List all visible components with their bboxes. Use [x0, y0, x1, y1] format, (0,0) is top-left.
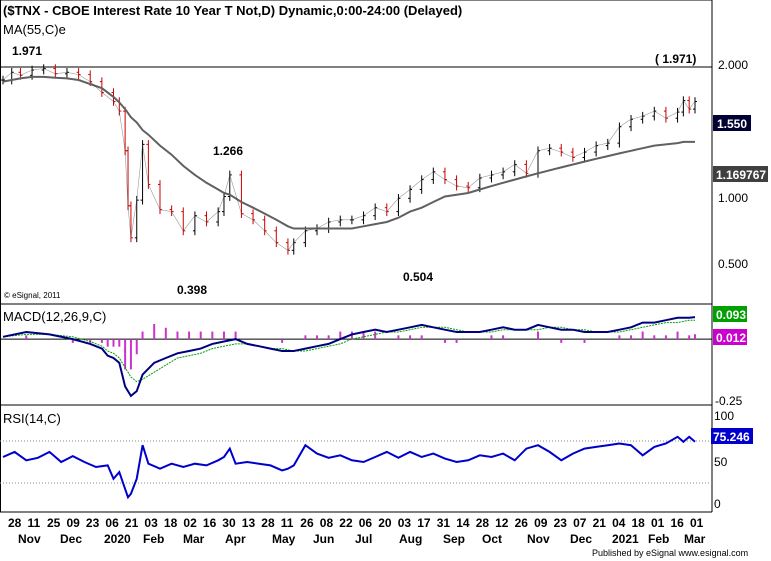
signal-value: 0.012 [716, 331, 746, 345]
copyright: © eSignal, 2011 [4, 291, 61, 300]
x-tick-day: 25 [47, 516, 61, 530]
x-tick-month: Jul [355, 532, 372, 546]
ma-line [2, 75, 695, 230]
macd-tick: -0.25 [715, 394, 743, 408]
x-tick-day: 30 [222, 516, 236, 530]
x-tick-day: 03 [144, 516, 158, 530]
x-axis: 28 11 25 09 23 06 21 03 18 02 16 30 13 28 11 26 08 22 06 20… [8, 516, 706, 546]
annotation-peak: 1.266 [213, 144, 243, 158]
rsi-label: RSI(14,C) [3, 411, 61, 426]
x-tick-month: Nov [527, 532, 550, 546]
x-tick-day: 08 [320, 516, 334, 530]
x-tick-day: 06 [359, 516, 373, 530]
x-tick-month: May [272, 532, 296, 546]
rsi-tick-0: 0 [714, 497, 721, 511]
x-tick-day: 23 [554, 516, 568, 530]
x-tick-day: 07 [573, 516, 587, 530]
x-tick-month: Nov [18, 532, 41, 546]
x-tick-day: 16 [203, 516, 217, 530]
macd-value-box [713, 306, 747, 322]
x-tick-day: 17 [417, 516, 431, 530]
x-tick-day: 09 [534, 516, 548, 530]
x-tick-month: 2020 [104, 532, 131, 546]
ma-label: MA(55,C)e [3, 22, 66, 37]
macd-signal-line [2, 319, 695, 383]
x-tick-month: Apr [225, 532, 246, 546]
x-tick-day: 22 [339, 516, 353, 530]
price-close-line [2, 68, 696, 251]
x-tick-day: 18 [164, 516, 178, 530]
x-tick-day: 26 [300, 516, 314, 530]
x-tick-day: 12 [495, 516, 509, 530]
annotation-high-left: 1.971 [12, 44, 42, 58]
x-tick-day: 04 [612, 516, 626, 530]
rsi-tick-50: 50 [714, 455, 728, 469]
rsi-line [2, 435, 696, 500]
rsi-series [2, 435, 696, 500]
x-tick-month: Oct [482, 532, 502, 546]
x-tick-day: 06 [105, 516, 119, 530]
price-tick-05: 0.500 [718, 257, 748, 271]
price-series [1, 64, 697, 255]
x-tick-day: 13 [242, 516, 256, 530]
x-tick-day: 16 [671, 516, 685, 530]
x-tick-day: 23 [86, 516, 100, 530]
x-tick-month: Sep [443, 532, 465, 546]
price-tick-1: 1.000 [718, 191, 748, 205]
x-tick-month: Feb [648, 532, 669, 546]
x-tick-day: 02 [183, 516, 197, 530]
chart-title: ($TNX - CBOE Interest Rate 10 Year T Not… [3, 3, 462, 18]
x-tick-day: 20 [378, 516, 392, 530]
x-tick-month: Dec [570, 532, 592, 546]
x-tick-month: Aug [399, 532, 422, 546]
x-tick-day: 28 [476, 516, 490, 530]
x-tick-day: 09 [67, 516, 81, 530]
x-tick-day: 21 [125, 516, 139, 530]
x-tick-month: Dec [60, 532, 82, 546]
macd-line [2, 316, 696, 398]
macd-label: MACD(12,26,9,C) [3, 309, 106, 324]
macd-value: 0.093 [716, 308, 746, 322]
macd-series [0, 316, 712, 398]
rsi-value: 75.246 [713, 430, 750, 444]
x-tick-day: 26 [515, 516, 529, 530]
x-tick-day: 01 [690, 516, 704, 530]
x-tick-day: 28 [8, 516, 22, 530]
annotation-low: 0.398 [177, 283, 207, 297]
x-tick-month: Jun [313, 532, 334, 546]
x-tick-day: 28 [261, 516, 275, 530]
x-tick-day: 21 [593, 516, 607, 530]
annotation-mid-low: 0.504 [403, 270, 433, 284]
annotation-high-right: ( 1.971) [655, 52, 696, 66]
rsi-value-box [711, 428, 753, 444]
x-tick-day: 11 [28, 516, 41, 530]
rsi-tick-100: 100 [714, 409, 734, 423]
ma-value-box [713, 166, 768, 182]
x-tick-month: Feb [143, 532, 164, 546]
x-tick-day: 01 [651, 516, 665, 530]
last-price-value: 1.550 [717, 117, 747, 131]
x-tick-day: 14 [456, 516, 470, 530]
x-tick-day: 03 [398, 516, 412, 530]
price-tick-2: 2.000 [718, 58, 748, 72]
x-tick-month: 2021 [612, 532, 639, 546]
last-price-box [713, 115, 751, 131]
x-tick-day: 18 [632, 516, 646, 530]
ma-value: 1.169767 [716, 168, 766, 182]
signal-value-box [713, 329, 747, 345]
footer-published: Published by eSignal www.esignal.com [592, 548, 748, 558]
x-tick-day: 31 [437, 516, 451, 530]
x-tick-day: 11 [281, 516, 294, 530]
x-tick-month: Mar [684, 532, 706, 546]
x-tick-month: Mar [183, 532, 205, 546]
